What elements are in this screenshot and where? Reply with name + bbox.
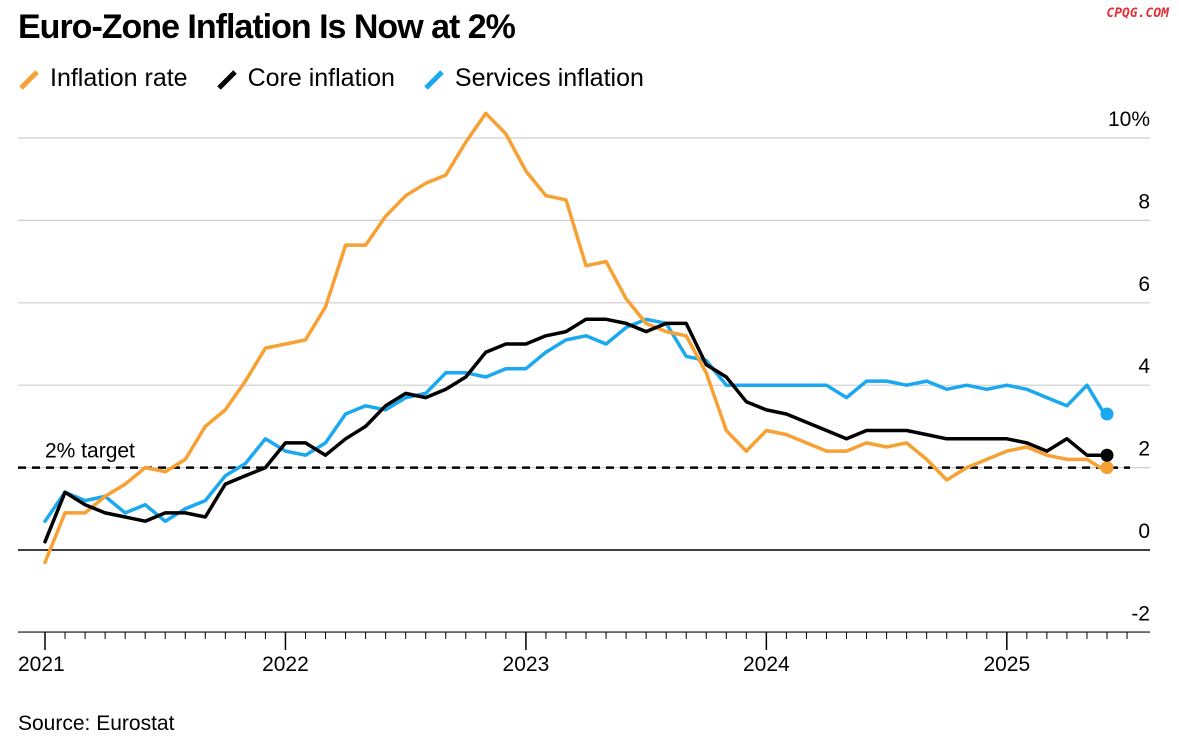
series-end-point-core (1100, 448, 1114, 462)
x-tick-label: 2024 (743, 653, 790, 676)
x-tick-label: 2023 (503, 653, 550, 676)
x-tick-label: 2022 (262, 653, 309, 676)
target-line-group: 2% target (18, 440, 1130, 469)
legend-label-core: Core inflation (247, 64, 395, 92)
y-tick-label: 0 (1138, 520, 1150, 543)
legend-item-core: Core inflation (216, 64, 395, 93)
source-note: Source: Eurostat (18, 712, 175, 735)
legend-item-inflation: Inflation rate (18, 64, 188, 93)
legend-label-inflation: Inflation rate (50, 64, 188, 92)
grid-lines (18, 137, 1150, 634)
y-tick-label: 2 (1138, 438, 1150, 461)
series-line-inflation (43, 111, 1109, 565)
series-end-point-services (1100, 407, 1114, 421)
series-lines (43, 111, 1114, 565)
legend-swatch-inflation-icon (19, 69, 39, 90)
legend-label-services: Services inflation (454, 64, 644, 92)
x-tick-label: 2025 (983, 653, 1030, 676)
y-tick-label: 4 (1138, 355, 1150, 378)
series-line-services (43, 317, 1109, 523)
target-label: 2% target (45, 440, 135, 463)
chart-legend: Inflation rate Core inflation Services i… (18, 64, 644, 93)
legend-swatch-services-icon (424, 69, 444, 90)
legend-item-services: Services inflation (423, 64, 644, 93)
x-axis: 2021 2022 2023 2024 2025 (18, 631, 1150, 676)
y-axis: 10% 8 6 4 2 0 -2 (1108, 108, 1150, 625)
x-tick-label: 2021 (18, 653, 65, 676)
legend-swatch-core-icon (216, 69, 237, 90)
y-tick-label: 6 (1138, 273, 1150, 296)
chart-title: Euro-Zone Inflation Is Now at 2% (18, 8, 516, 46)
watermark-logo: CPQG.COM (1106, 6, 1169, 21)
y-tick-label: 10% (1108, 108, 1150, 131)
y-tick-label: -2 (1131, 602, 1150, 625)
y-tick-label: 8 (1138, 190, 1150, 213)
series-line-core (43, 317, 1109, 544)
series-end-point-inflation (1100, 461, 1114, 475)
